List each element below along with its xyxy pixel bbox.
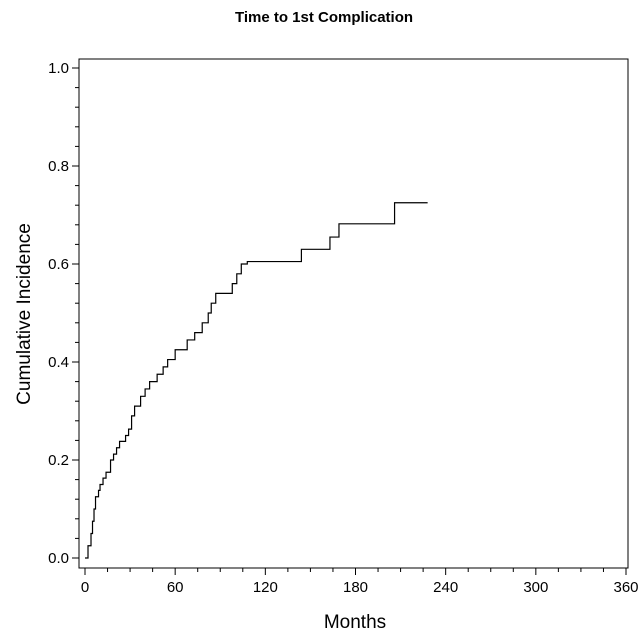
y-axis: 0.0 0.2 0.4 0.6 0.8 1.0 — [48, 60, 79, 567]
x-axis: 0 60 120 180 240 300 360 — [81, 568, 639, 596]
x-tick-label: 60 — [167, 579, 184, 596]
plot-frame — [78, 58, 629, 569]
x-axis-label: Months — [324, 612, 386, 633]
x-tick-label: 0 — [81, 579, 89, 596]
series-line — [85, 202, 428, 559]
y-tick-label: 0.2 — [48, 452, 69, 469]
x-tick-label: 120 — [253, 579, 278, 596]
x-tick-label: 240 — [433, 579, 458, 596]
y-tick-label: 0.0 — [48, 550, 69, 567]
y-tick-label: 0.8 — [48, 158, 69, 175]
x-tick-label: 360 — [613, 579, 638, 596]
x-tick-label: 180 — [343, 579, 368, 596]
y-tick-label: 0.4 — [48, 354, 69, 371]
y-axis-label: Cumulative Incidence — [14, 223, 35, 405]
chart-title: Time to 1st Complication — [235, 9, 413, 26]
x-tick-label: 300 — [523, 579, 548, 596]
y-tick-label: 1.0 — [48, 60, 69, 77]
y-tick-label: 0.6 — [48, 256, 69, 273]
